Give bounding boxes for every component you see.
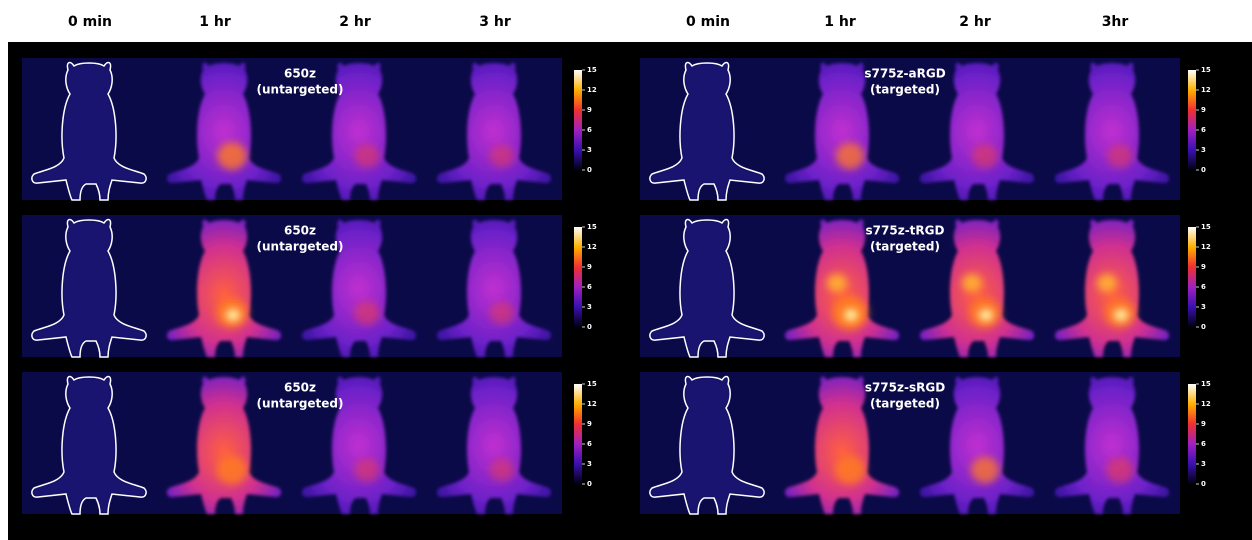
colorbar-tick-label: 6: [1201, 440, 1206, 448]
colorbar-tick-label: 6: [587, 283, 592, 291]
signal: [1097, 274, 1117, 292]
signal: [827, 274, 847, 292]
panel-sublabel: (untargeted): [257, 240, 344, 254]
panel-sublabel: (untargeted): [257, 397, 344, 411]
colorbar-tick-label: 9: [1201, 106, 1206, 114]
colorbar: [1188, 70, 1196, 170]
colorbar-tick-label: 6: [587, 440, 592, 448]
signal: [962, 274, 982, 292]
column-header: 3hr: [1102, 14, 1129, 30]
colorbar-tick-label: 6: [587, 126, 592, 134]
column-header: 0 min: [68, 14, 112, 30]
colorbar-tick-label: 12: [1201, 243, 1211, 251]
signal: [1107, 144, 1132, 167]
colorbar: [574, 384, 582, 484]
colorbar-tick-label: 3: [1201, 303, 1206, 311]
colorbar-tick-label: 12: [1201, 86, 1211, 94]
colorbar-tick-label: 9: [587, 106, 592, 114]
colorbar-tick-label: 0: [587, 480, 592, 488]
colorbar-tick-label: 12: [1201, 400, 1211, 408]
colorbar-tick-label: 15: [1201, 380, 1211, 388]
colorbar-tick-label: 6: [1201, 126, 1206, 134]
colorbar-tick-label: 15: [1201, 66, 1211, 74]
signal: [490, 302, 515, 325]
signal: [971, 457, 999, 483]
colorbar-tick-label: 12: [587, 243, 597, 251]
colorbar-tick-label: 12: [587, 86, 597, 94]
colorbar-tick-label: 15: [1201, 223, 1211, 231]
signal: [217, 142, 247, 170]
column-header: 3 hr: [479, 14, 511, 30]
panel-label: 650z: [284, 224, 316, 238]
panel-sublabel: (targeted): [870, 397, 940, 411]
colorbar-tick-label: 15: [587, 380, 597, 388]
colorbar-tick-label: 3: [1201, 146, 1206, 154]
figure: 0 min 1 hr 2 hr 3 hr 650z (untargeted) 15 12 9 6 3…: [0, 0, 1252, 540]
colorbar-tick-label: 9: [1201, 420, 1206, 428]
colorbar: [1188, 384, 1196, 484]
colorbar-tick-label: 0: [587, 323, 592, 331]
panel-label: 650z: [284, 381, 316, 395]
signal-core: [1114, 309, 1128, 321]
column-header: 1 hr: [199, 14, 231, 30]
panel-label: s775z-sRGD: [865, 381, 945, 395]
colorbar-tick-label: 15: [587, 223, 597, 231]
signal: [490, 145, 515, 168]
panel-sublabel: (untargeted): [257, 83, 344, 97]
colorbar: [574, 70, 582, 170]
signal: [217, 456, 248, 485]
colorbar-tick-label: 0: [587, 166, 592, 174]
column-header: 2 hr: [959, 14, 991, 30]
colorbar-tick-label: 0: [1201, 166, 1206, 174]
panel-sublabel: (targeted): [870, 240, 940, 254]
column-header: 0 min: [686, 14, 730, 30]
colorbar-tick-label: 9: [1201, 263, 1206, 271]
signal: [1106, 457, 1133, 482]
colorbar-tick-label: 3: [587, 460, 592, 468]
colorbar-tick-label: 12: [587, 400, 597, 408]
column-header: 2 hr: [339, 14, 371, 30]
colorbar-tick-label: 3: [1201, 460, 1206, 468]
signal-core: [844, 309, 858, 321]
signal: [836, 143, 864, 169]
signal-core: [226, 309, 240, 321]
signal: [972, 144, 998, 168]
colorbar-tick-label: 9: [587, 263, 592, 271]
colorbar: [1188, 227, 1196, 327]
colorbar-tick-label: 3: [587, 146, 592, 154]
panel-label: 650z: [284, 67, 316, 81]
signal: [490, 459, 515, 482]
colorbar-tick-label: 3: [587, 303, 592, 311]
colorbar-tick-label: 9: [587, 420, 592, 428]
signal: [354, 458, 379, 481]
colorbar: [574, 227, 582, 327]
signal-core: [979, 309, 993, 321]
colorbar-tick-label: 6: [1201, 283, 1206, 291]
panel-label: s775z-aRGD: [864, 67, 945, 81]
panel-label: s775z-tRGD: [866, 224, 945, 238]
signal: [835, 456, 866, 485]
colorbar-tick-label: 15: [587, 66, 597, 74]
signal: [354, 144, 379, 167]
column-header: 1 hr: [824, 14, 856, 30]
panel-sublabel: (targeted): [870, 83, 940, 97]
colorbar-tick-label: 0: [1201, 323, 1206, 331]
colorbar-tick-label: 0: [1201, 480, 1206, 488]
signal: [354, 301, 380, 325]
